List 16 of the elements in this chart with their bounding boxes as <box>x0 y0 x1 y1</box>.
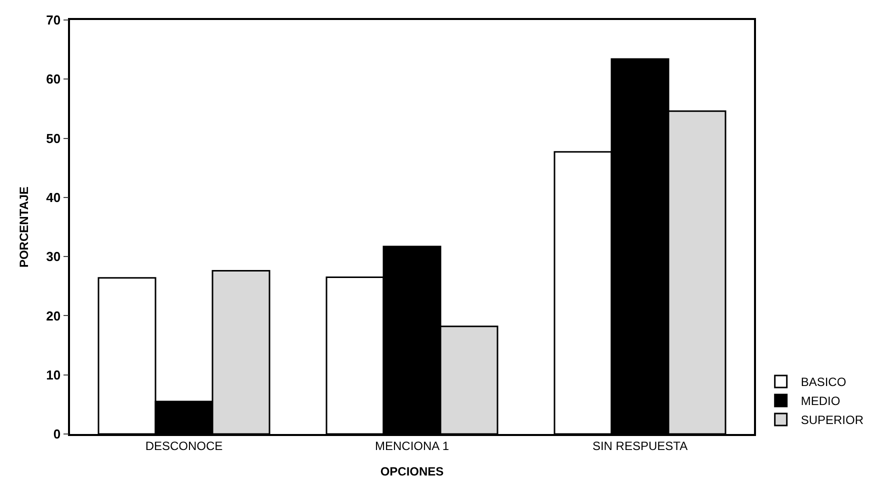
y-tick-label: 40 <box>46 190 61 205</box>
x-tick-label: DESCONOCE <box>145 439 223 454</box>
y-tick-label: 10 <box>46 367 61 382</box>
y-tick-label: 60 <box>46 72 61 87</box>
x-tick-label: MENCIONA 1 <box>374 439 450 454</box>
y-tick-label: 0 <box>53 426 61 442</box>
legend-label: SUPERIOR <box>800 413 864 428</box>
x-axis-title: OPCIONES <box>380 464 444 479</box>
legend-label: BASICO <box>800 375 846 390</box>
y-tick-label: 30 <box>46 249 61 264</box>
y-tick-label: 70 <box>46 12 61 28</box>
legend-label: MEDIO <box>800 394 840 408</box>
x-tick-label: SIN RESPUESTA <box>592 439 688 454</box>
y-tick-label: 20 <box>46 308 61 324</box>
y-axis-title: PORCENTAJE <box>16 186 31 268</box>
y-tick-label: 50 <box>46 130 61 146</box>
